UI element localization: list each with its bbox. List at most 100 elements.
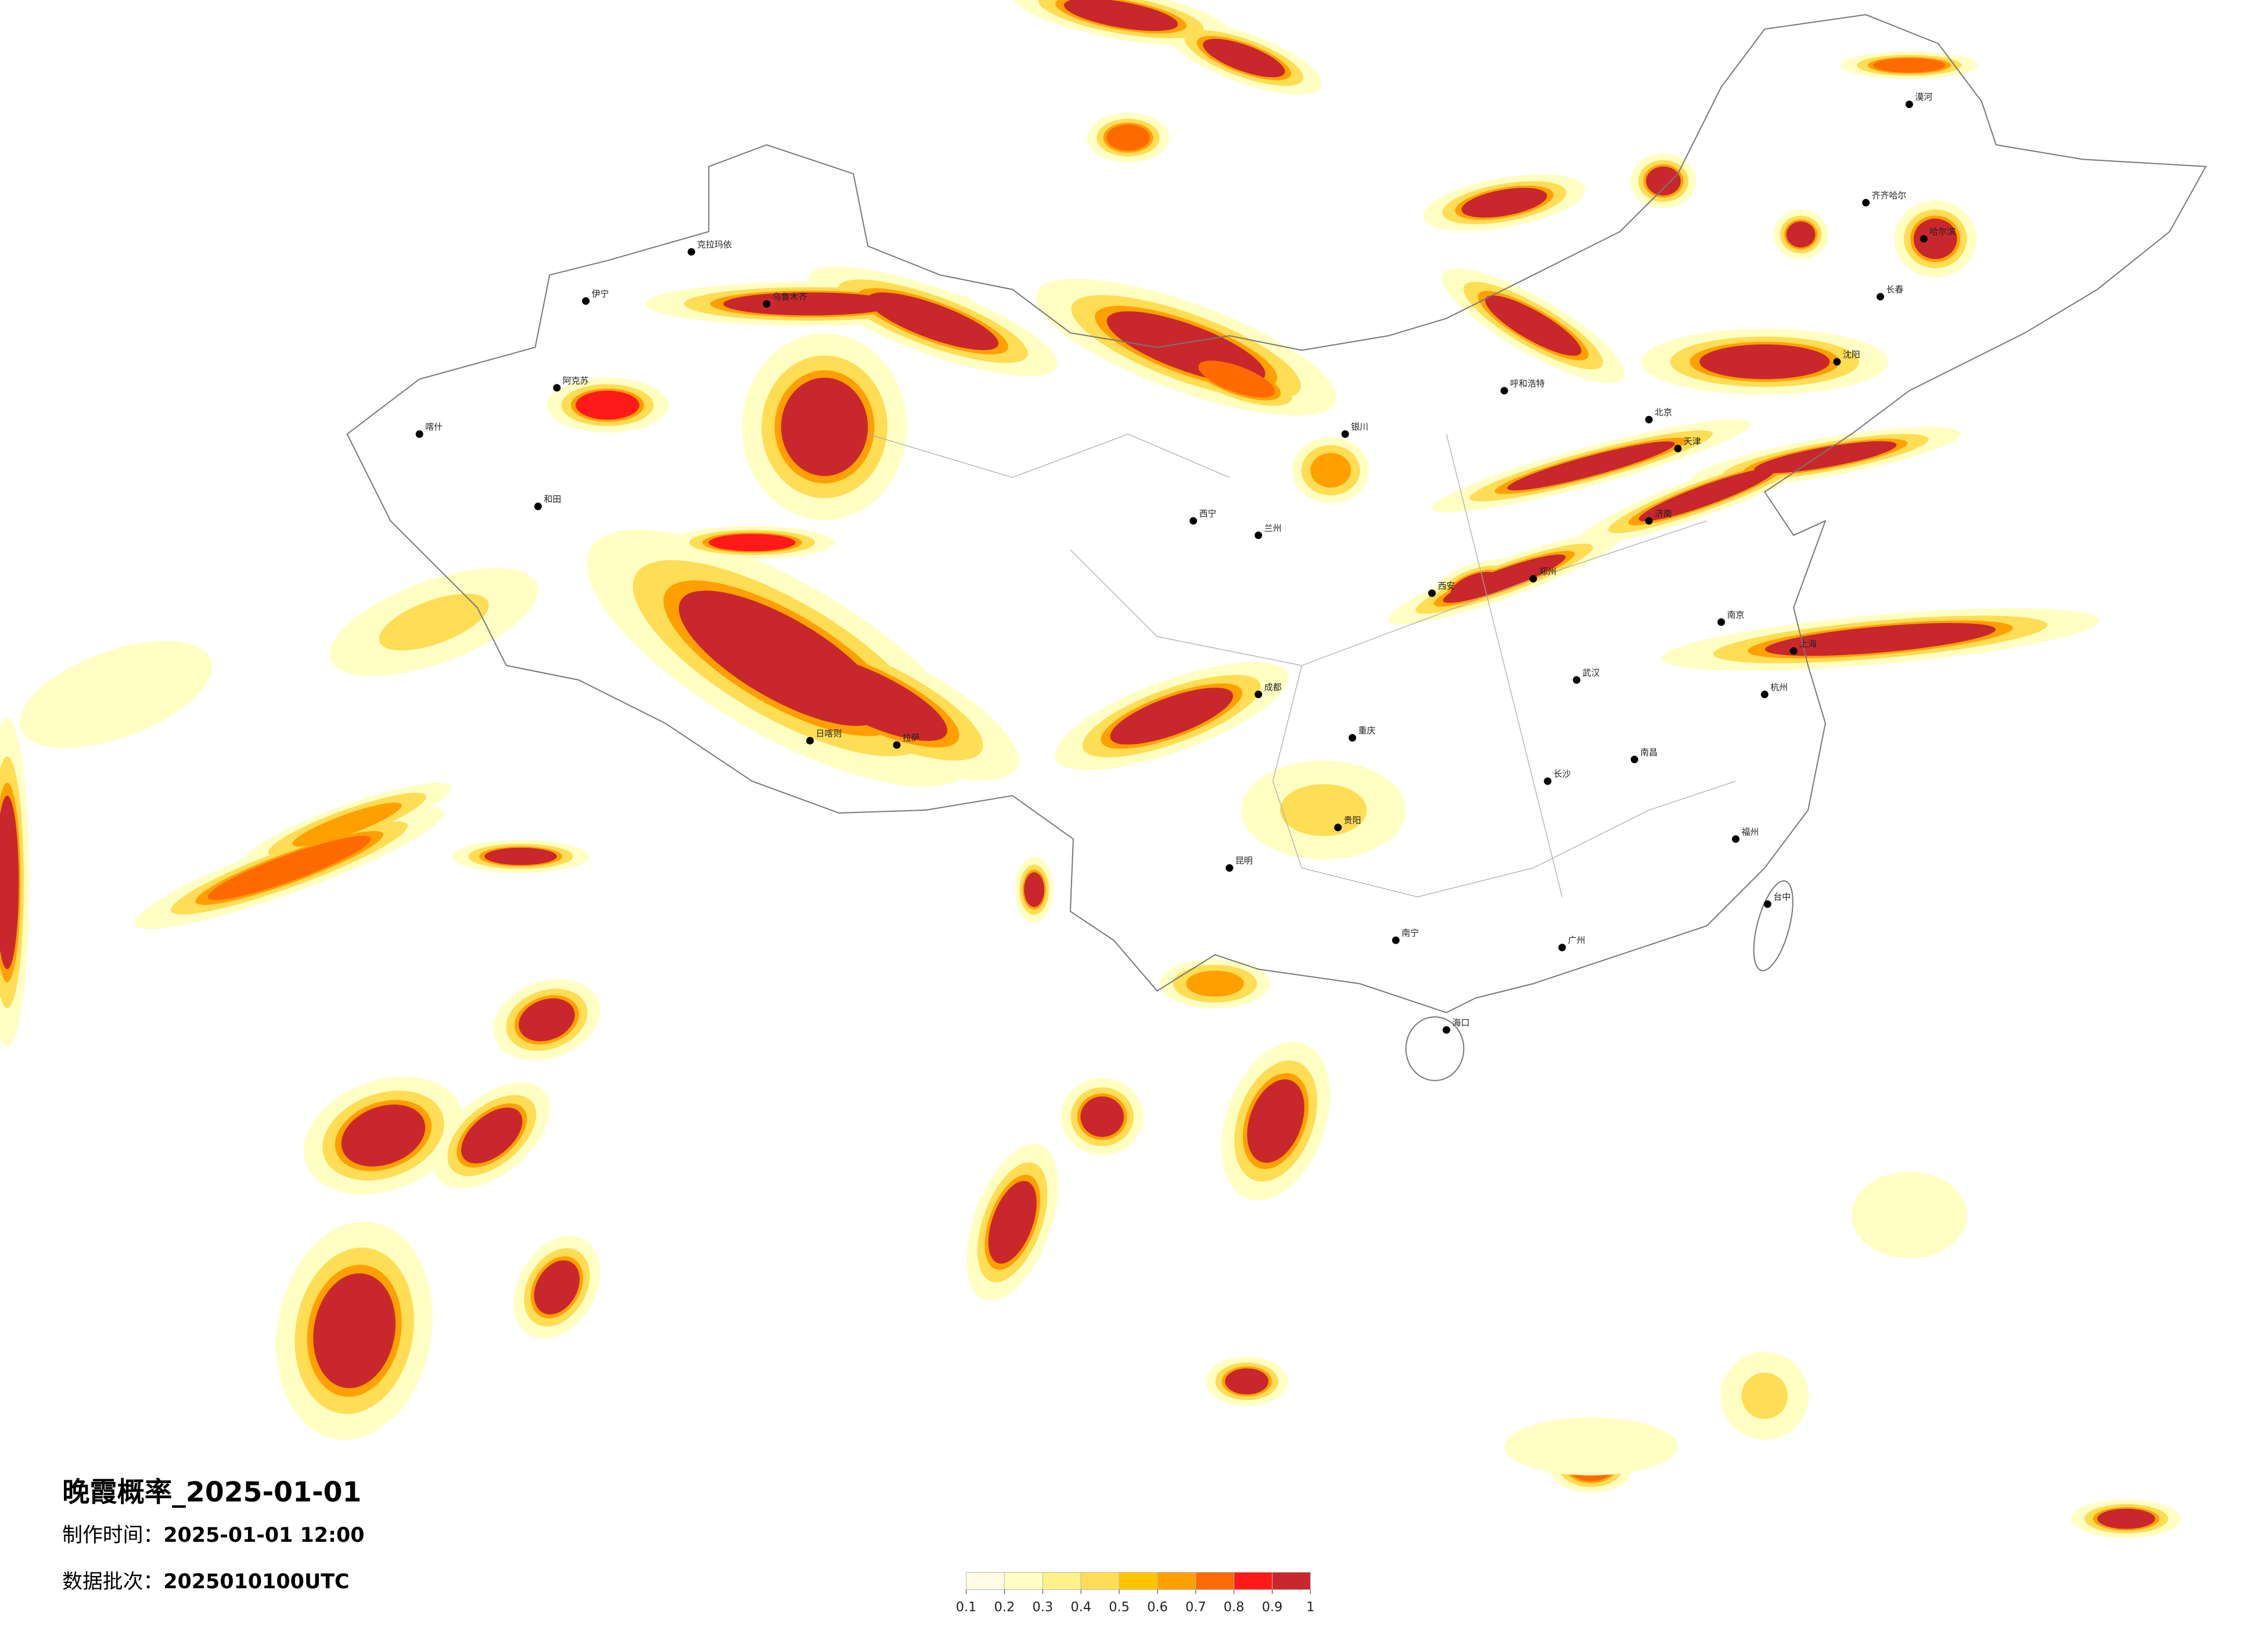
city-dot: [687, 248, 695, 256]
city-dot: [1544, 777, 1552, 785]
field-core: [519, 998, 575, 1042]
city-dot: [1905, 100, 1913, 109]
city-label: 长春: [1886, 284, 1904, 294]
colorbar-tick-label: 0.2: [994, 1600, 1015, 1615]
field-core: [1203, 38, 1285, 78]
field-core: [867, 292, 999, 350]
city-label: 南宁: [1401, 928, 1419, 938]
field-core: [313, 1273, 396, 1388]
city-dot: [1862, 199, 1870, 207]
field-core: [1080, 1096, 1124, 1137]
field-core: [1186, 970, 1244, 997]
field-core: [1310, 452, 1352, 488]
city-label: 克拉玛依: [697, 239, 732, 250]
field-core: [781, 377, 868, 476]
map-title: 晚霞概率_2025-01-01: [62, 1476, 361, 1508]
province-lines: [868, 433, 1736, 898]
city-dot: [553, 384, 561, 392]
field-core: [1198, 361, 1275, 398]
field-core: [1786, 221, 1816, 248]
city-dot: [534, 502, 542, 510]
city-dot: [806, 737, 814, 744]
city-label: 济南: [1655, 508, 1672, 519]
city-label: 沈阳: [1843, 350, 1860, 360]
city-label: 日喀则: [816, 728, 842, 739]
city-label: 呼和浩特: [1510, 378, 1545, 388]
city-label: 天津: [1684, 436, 1701, 447]
colorbar-box: [966, 1571, 1005, 1590]
batch-label: 数据批次：: [62, 1570, 163, 1593]
field-core: [534, 1260, 580, 1315]
city-dot: [1789, 647, 1798, 655]
city-label: 兰州: [1264, 523, 1282, 533]
city-label: 乌鲁木齐: [772, 292, 807, 302]
city-label: 郑州: [1539, 566, 1557, 577]
colorbar-tick-label: 0.8: [1224, 1600, 1245, 1615]
city-label: 阿克苏: [563, 375, 589, 386]
probability-field: [0, 0, 2181, 1538]
city-label: 武汉: [1583, 667, 1600, 678]
colorbar-box: [1157, 1571, 1196, 1590]
field-core: [461, 1107, 523, 1164]
city-dot: [1877, 293, 1885, 301]
field-core: [709, 534, 796, 552]
field-core: [576, 390, 639, 420]
field-core: [1851, 1171, 1967, 1259]
city-label: 南昌: [1640, 747, 1658, 757]
field-core: [1461, 188, 1547, 218]
colorbar-box: [1271, 1571, 1311, 1590]
city-label: 长沙: [1554, 769, 1571, 779]
made-time: 制作时间：2025-01-01 12:00: [62, 1524, 364, 1547]
city-label: 拉萨: [903, 732, 920, 743]
city-label: 伊宁: [592, 289, 609, 299]
colorbar-tick-label: 0.6: [1147, 1600, 1168, 1615]
city-dot: [415, 430, 423, 438]
made-label: 制作时间：: [62, 1524, 163, 1547]
city-dot: [1760, 690, 1769, 699]
colorbar-tick-label: 0.1: [956, 1600, 977, 1615]
city-label: 杭州: [1770, 682, 1788, 692]
city-dot: [1189, 517, 1198, 525]
city-dot: [1558, 944, 1566, 952]
taiwan-outline: [1753, 880, 1793, 972]
city-label: 齐齐哈尔: [1872, 190, 1907, 201]
field-core: [723, 292, 897, 316]
city-dot: [1255, 531, 1263, 539]
city-dot: [1674, 444, 1682, 452]
city-label: 北京: [1655, 407, 1672, 418]
field-core: [1450, 571, 1500, 600]
field-core: [1699, 344, 1830, 379]
city-dot: [763, 300, 771, 308]
colorbar-tick-label: 0.4: [1070, 1600, 1091, 1615]
field-core: [1280, 784, 1367, 836]
colorbar-box: [1119, 1571, 1158, 1590]
colorbar-box: [1004, 1571, 1043, 1590]
city-dot: [1255, 690, 1263, 699]
city-dot: [582, 297, 590, 305]
field-core: [1507, 441, 1675, 491]
colorbar-tick-label: 0.7: [1185, 1600, 1206, 1615]
city-dot: [1833, 358, 1841, 366]
field-core: [2097, 1508, 2155, 1529]
field-core: [207, 836, 371, 900]
city-label: 广州: [1568, 935, 1586, 945]
colorbar-box: [1080, 1571, 1120, 1590]
field-core: [1754, 441, 1897, 473]
city-label: 西宁: [1199, 508, 1217, 519]
colorbar-box: [1234, 1571, 1273, 1590]
city-dot: [1630, 756, 1638, 764]
field-core: [1913, 218, 1957, 260]
city-label: 上海: [1799, 639, 1817, 649]
colorbar-tick-label: 0.9: [1262, 1600, 1283, 1615]
city-label: 昆明: [1235, 855, 1253, 866]
city-label: 海口: [1452, 1017, 1469, 1028]
field-core: [341, 1105, 426, 1167]
city-label: 南京: [1727, 610, 1745, 620]
field-core: [1024, 872, 1045, 907]
field-core: [1741, 1372, 1788, 1419]
city-dot: [1334, 823, 1342, 832]
city-label: 台中: [1773, 891, 1791, 902]
city-dot: [1500, 387, 1508, 395]
